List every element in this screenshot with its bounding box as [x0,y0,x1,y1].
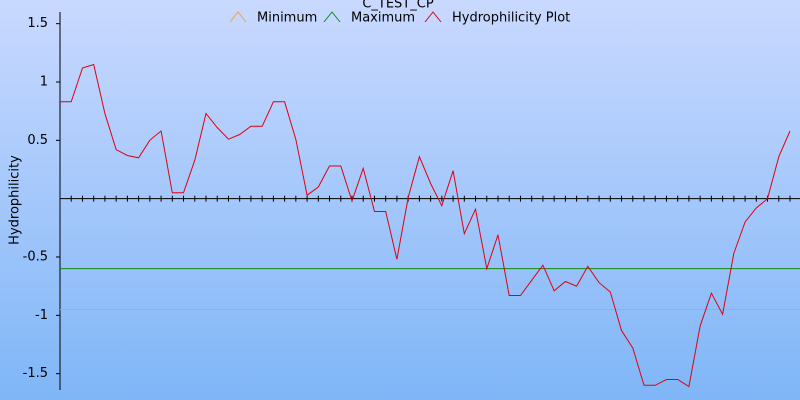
chart-title: C_TEST_CP [362,0,434,12]
legend-label: Maximum [351,11,415,26]
y-tick-label: -0.5 [23,250,48,265]
legend-label: Hydrophilicity Plot [452,11,570,26]
data-line [60,63,791,388]
y-tick-label: -1.5 [23,366,48,381]
legend-icon [424,11,442,23]
y-tick-label: -1 [35,308,48,323]
legend-icon [229,11,247,23]
legend-icon [323,11,341,23]
y-tick-label: 1 [40,75,48,90]
legend-label: Minimum [257,11,317,26]
y-tick-label: 0.5 [27,133,48,148]
y-axis-label: Hydrophilicity [8,155,23,245]
y-tick-label: 1.5 [27,16,48,31]
